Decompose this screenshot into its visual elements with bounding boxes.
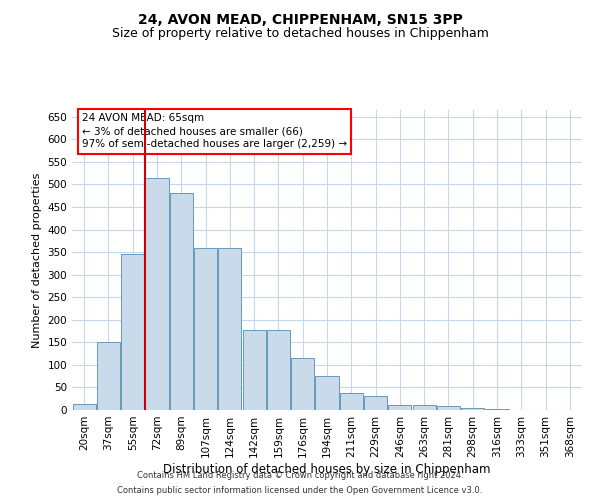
Bar — [170, 194, 193, 410]
Bar — [194, 248, 217, 410]
Bar — [364, 396, 387, 410]
Bar — [437, 406, 460, 410]
Bar — [388, 404, 412, 410]
Text: 24 AVON MEAD: 65sqm
← 3% of detached houses are smaller (66)
97% of semi-detache: 24 AVON MEAD: 65sqm ← 3% of detached hou… — [82, 113, 347, 150]
Bar — [242, 330, 266, 410]
Y-axis label: Number of detached properties: Number of detached properties — [32, 172, 42, 348]
Bar — [97, 342, 120, 410]
Bar — [413, 404, 436, 410]
Text: Contains HM Land Registry data © Crown copyright and database right 2024.: Contains HM Land Registry data © Crown c… — [137, 471, 463, 480]
Bar — [316, 376, 338, 410]
Bar — [121, 254, 144, 410]
Bar — [218, 248, 241, 410]
Bar — [291, 358, 314, 410]
Bar — [340, 393, 363, 410]
Text: Size of property relative to detached houses in Chippenham: Size of property relative to detached ho… — [112, 28, 488, 40]
Bar — [267, 330, 290, 410]
Bar — [461, 408, 484, 410]
Bar — [145, 178, 169, 410]
Bar — [73, 404, 95, 410]
Text: 24, AVON MEAD, CHIPPENHAM, SN15 3PP: 24, AVON MEAD, CHIPPENHAM, SN15 3PP — [137, 12, 463, 26]
Text: Contains public sector information licensed under the Open Government Licence v3: Contains public sector information licen… — [118, 486, 482, 495]
Bar — [485, 409, 509, 410]
X-axis label: Distribution of detached houses by size in Chippenham: Distribution of detached houses by size … — [163, 462, 491, 475]
